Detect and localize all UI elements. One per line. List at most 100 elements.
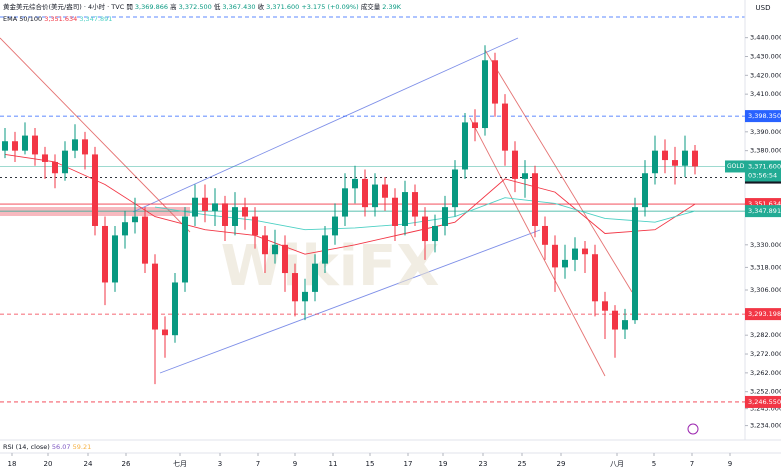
ema-value: 3,347.891 (79, 15, 112, 23)
price-tag (745, 205, 781, 218)
candle-body (622, 320, 628, 330)
y-tick-label: 3,420.000 (750, 71, 781, 79)
rsi-value: 56.07 (52, 443, 71, 451)
candle-body (272, 244, 278, 255)
x-tick-label: 24 (84, 460, 93, 468)
x-tick-label: 15 (366, 460, 375, 468)
ohlc-value: 3,371.600 (266, 3, 299, 11)
candle-body (102, 225, 108, 283)
x-tick-label: 20 (44, 460, 53, 468)
candle-body (212, 203, 218, 211)
x-tick-label: 26 (122, 460, 131, 468)
price-tag-label: 3,293.198 (748, 310, 781, 318)
candle-body (482, 60, 488, 129)
y-tick-label: 3,318.000 (750, 263, 781, 271)
candle-body (332, 216, 338, 236)
candle-body (182, 216, 188, 283)
candle-body (662, 150, 668, 161)
candle-body (562, 259, 568, 268)
last-price-label: 3,371.600 (748, 162, 781, 170)
candle-body (682, 150, 688, 166)
candle-body (502, 103, 508, 151)
ema-line (4, 153, 696, 255)
y-tick-label: 3,272.000 (750, 350, 781, 358)
candle-body (282, 244, 288, 274)
ohlc-value: 3,372.500 (179, 3, 212, 11)
candle-body (242, 207, 248, 217)
y-tick-label: 3,262.000 (750, 369, 781, 377)
y-tick-label: 3,440.000 (750, 34, 781, 42)
candle-body (292, 273, 298, 302)
x-tick-label: 7 (256, 460, 260, 468)
candle-body (42, 154, 48, 162)
y-tick-label: 3,306.000 (750, 286, 781, 294)
title: 黄金美元综合价(美元/盎司) · 4小时 · TVC (3, 2, 125, 11)
ohlc-key: 低 (214, 2, 221, 11)
y-tick-label: 3,410.000 (750, 90, 781, 98)
candle-body (202, 197, 208, 211)
price-tag (745, 308, 781, 321)
price-tag-label: 3,246.550 (748, 398, 781, 406)
candle-body (2, 141, 8, 151)
trend-line (484, 49, 633, 293)
candle-body (142, 216, 148, 264)
candle-body (602, 301, 608, 311)
candle-body (32, 135, 38, 155)
event-icon (687, 423, 699, 435)
candle-body (312, 263, 318, 292)
candle-body (162, 329, 168, 336)
x-tick-label: 18 (8, 460, 17, 468)
trend-line (0, 37, 191, 233)
candle-body (22, 135, 28, 151)
candle-body (62, 150, 68, 174)
y-tick-label: 3,330.000 (750, 241, 781, 249)
ohlc-value: 3,369.866 (135, 3, 168, 11)
candle-body (692, 150, 698, 167)
x-tick-label: 七月 (173, 459, 187, 468)
candle-body (112, 235, 118, 283)
y-tick-label: 3,390.000 (750, 128, 781, 136)
gold-tag (725, 160, 745, 173)
x-tick-label: 7 (690, 460, 694, 468)
candle-body (442, 207, 448, 226)
candle-body (52, 161, 58, 174)
rsi-legend: RSI (14, close) 56.07 59.21 (3, 443, 91, 451)
x-tick-label: 23 (479, 460, 488, 468)
candle-body (572, 248, 578, 260)
y-tick-label: 3,243.000 (750, 405, 781, 413)
ema-value: 3,351.634 (44, 15, 77, 23)
countdown: 03:56:54 (748, 171, 777, 179)
candle-body (412, 192, 418, 217)
y-tick-label: 3,252.000 (750, 388, 781, 396)
candle-body (342, 188, 348, 217)
x-tick-label: 3 (218, 460, 222, 468)
candle-body (472, 122, 478, 129)
x-tick-label: 19 (439, 460, 448, 468)
candle-body (72, 139, 78, 151)
candle-body (372, 184, 378, 208)
candle-body (172, 282, 178, 336)
change: +3.175 (+0.09%) (301, 3, 358, 11)
candle-body (432, 225, 438, 242)
candle-body (532, 173, 538, 226)
candle-body (462, 122, 468, 170)
candle-body (122, 222, 128, 236)
x-tick-label: 9 (293, 460, 297, 468)
y-tick-label: 3,380.000 (750, 147, 781, 155)
candle-body (612, 310, 618, 330)
candle-body (222, 203, 228, 226)
ema-label: EMA 50/100 (3, 15, 42, 23)
candle-body (512, 150, 518, 179)
candle-body (382, 184, 388, 198)
x-tick-label: 八月 (610, 460, 624, 468)
candle-body (542, 225, 548, 245)
ohlc-key: 開 (126, 3, 133, 11)
candle-body (672, 160, 678, 166)
price-tag (745, 110, 781, 123)
candle-body (192, 197, 198, 217)
candle-body (262, 235, 268, 255)
candle-body (322, 235, 328, 264)
channel-line (132, 37, 519, 213)
